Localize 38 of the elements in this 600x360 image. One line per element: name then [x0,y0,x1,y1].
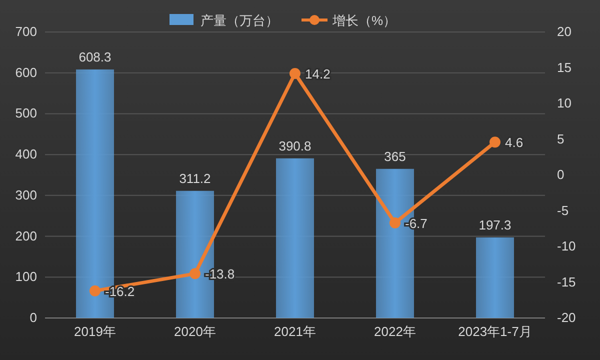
data-label: 197.3 [478,217,512,232]
y2-tick-label: 5 [557,131,564,146]
point [490,136,500,148]
x-tick-label: 2022年 [374,324,416,339]
y-tick-label: 700 [15,24,37,39]
point [190,268,200,280]
y2-tick-label: -15 [557,274,576,290]
y-tick-label: 300 [15,187,37,202]
y2-tick-label: -5 [557,202,569,218]
y2-tick-label: -20 [557,310,576,325]
data-label: 390.8 [278,138,312,154]
data-label: 14.2 [305,66,330,82]
legend-label: 增长（%） [332,13,396,28]
point [90,285,100,296]
y2-tick-label: 15 [557,60,572,75]
y-tick-label: 0 [30,310,37,325]
data-label: 608.3 [78,49,112,64]
x-tick-label: 2023年1-7月 [458,324,532,339]
y2-tick-label: 20 [557,24,572,39]
y-tick-label: 400 [15,146,37,162]
y2-tick-label: 0 [557,167,564,182]
x-tick-label: 2019年 [74,324,116,339]
point [390,217,400,228]
y2-tick-label: -10 [557,238,576,254]
y-tick-label: 500 [15,106,37,121]
y2-tick-label: 10 [557,96,572,110]
legend-label: 产量（万台） [200,13,278,28]
bar [476,237,514,318]
data-label: 365 [384,148,406,164]
y-tick-label: 600 [15,64,37,80]
x-tick-label: 2020年 [174,324,216,339]
y-tick-label: 200 [15,228,37,244]
y-tick-label: 100 [15,269,37,284]
data-label: 4.6 [505,135,524,150]
x-tick-label: 2021年 [274,324,316,339]
data-label: 311.2 [179,170,211,186]
point [290,68,300,79]
bar [276,158,314,318]
